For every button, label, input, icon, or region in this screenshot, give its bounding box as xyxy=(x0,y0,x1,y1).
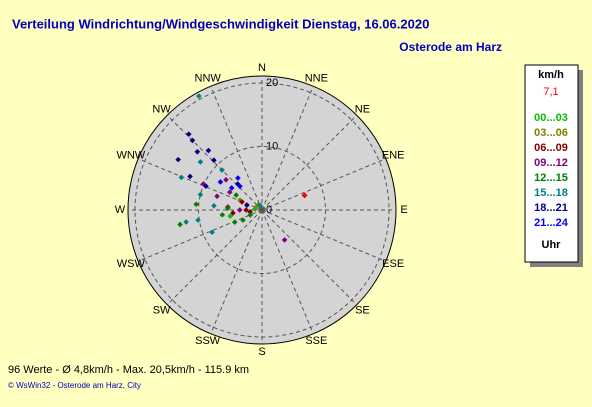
legend-label: 18...21 xyxy=(534,202,568,214)
direction-label: SW xyxy=(153,304,171,316)
data-point xyxy=(214,193,220,200)
chart-subtitle: Osterode am Harz xyxy=(399,40,502,54)
data-point xyxy=(209,229,215,236)
data-point xyxy=(187,173,193,180)
direction-line xyxy=(210,209,263,334)
data-point xyxy=(185,131,192,137)
direction-line xyxy=(261,209,314,334)
data-point xyxy=(239,199,245,205)
direction-label: W xyxy=(115,204,126,216)
grid-ring xyxy=(197,145,327,275)
data-point xyxy=(244,202,250,208)
data-point xyxy=(195,217,201,223)
legend-footer: Uhr xyxy=(542,239,562,251)
data-point xyxy=(226,189,233,195)
data-point xyxy=(175,156,181,163)
legend-label: 15...18 xyxy=(534,187,568,199)
data-point xyxy=(193,201,200,208)
data-point xyxy=(237,197,243,203)
direction-label: ENE xyxy=(382,150,405,162)
data-point xyxy=(237,183,243,190)
legend-title: km/h xyxy=(538,69,564,81)
direction-line xyxy=(138,209,263,262)
data-point xyxy=(219,167,225,173)
data-point xyxy=(203,183,209,189)
data-point xyxy=(219,212,226,218)
grid-ring xyxy=(134,82,390,338)
legend-box xyxy=(524,64,579,263)
data-point xyxy=(183,219,189,225)
legend-label: 09...12 xyxy=(534,157,568,169)
legend-label: 00...03 xyxy=(534,112,568,124)
direction-line xyxy=(261,114,358,211)
current-value: 7,1 xyxy=(543,86,558,98)
direction-line xyxy=(261,209,386,262)
direction-line xyxy=(261,209,358,306)
data-point xyxy=(281,237,288,243)
direction-line xyxy=(166,209,263,306)
data-point xyxy=(200,181,207,187)
data-point xyxy=(235,175,241,181)
direction-label: NE xyxy=(355,103,370,115)
data-point xyxy=(194,148,201,155)
legend-label: 03...06 xyxy=(534,127,568,139)
r-tick-label: 10 xyxy=(266,140,278,152)
direction-line xyxy=(166,114,263,211)
data-point xyxy=(227,213,234,219)
direction-label: ESE xyxy=(382,258,404,270)
data-point xyxy=(196,93,202,99)
data-point xyxy=(230,210,236,216)
direction-label: S xyxy=(258,346,265,358)
direction-label: N xyxy=(258,62,266,74)
direction-label: NNW xyxy=(195,73,222,85)
data-point xyxy=(211,202,217,209)
r-tick-label: 0 xyxy=(266,204,272,216)
data-point xyxy=(240,217,246,223)
r-tick-label: 20 xyxy=(266,77,278,89)
data-point xyxy=(228,185,235,191)
legend-label: 12...15 xyxy=(534,172,568,184)
credit: © WsWin32 - Osterode am Harz, City xyxy=(8,381,141,390)
footer: 96 Werte - Ø 4,8km/h - Max. 20,5km/h - 1… xyxy=(8,364,249,376)
chart-title: Verteilung Windrichtung/Windgeschwindigk… xyxy=(12,16,429,31)
data-point xyxy=(243,207,249,213)
direction-label: WNW xyxy=(116,150,145,162)
direction-label: SSW xyxy=(195,335,221,347)
data-point xyxy=(233,192,239,198)
data-point xyxy=(236,207,243,213)
data-point xyxy=(231,219,238,225)
data-point xyxy=(224,205,231,212)
data-point xyxy=(217,179,224,185)
direction-label: NW xyxy=(152,103,171,115)
data-point xyxy=(178,174,185,181)
direction-line xyxy=(261,158,386,211)
data-point xyxy=(197,159,204,165)
direction-label: SSE xyxy=(305,335,327,347)
direction-label: E xyxy=(400,204,407,216)
data-point xyxy=(247,209,253,215)
direction-line xyxy=(210,86,263,211)
data-point xyxy=(247,212,254,218)
direction-label: SE xyxy=(355,304,370,316)
data-point xyxy=(257,202,263,209)
legend-label: 21...24 xyxy=(534,217,569,229)
data-point xyxy=(253,204,260,210)
direction-label: NNE xyxy=(305,73,328,85)
direction-label: WSW xyxy=(117,258,146,270)
data-point xyxy=(197,191,204,198)
data-point xyxy=(189,137,196,144)
data-point xyxy=(177,221,183,228)
data-point xyxy=(211,157,217,164)
direction-line xyxy=(261,86,314,211)
current-point xyxy=(301,192,308,199)
legend-label: 06...09 xyxy=(534,142,568,154)
data-point xyxy=(223,176,229,183)
data-point xyxy=(205,147,212,154)
